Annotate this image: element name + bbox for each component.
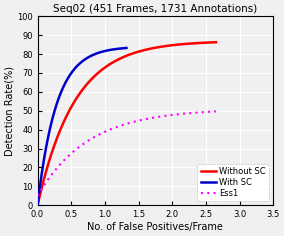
Y-axis label: Detection Rate(%): Detection Rate(%) xyxy=(4,66,14,156)
Title: Seq02 (451 Frames, 1731 Annotations): Seq02 (451 Frames, 1731 Annotations) xyxy=(53,4,258,14)
X-axis label: No. of False Positives/Frame: No. of False Positives/Frame xyxy=(87,222,223,232)
Legend: Without SC, With SC, Ess1: Without SC, With SC, Ess1 xyxy=(197,164,269,201)
